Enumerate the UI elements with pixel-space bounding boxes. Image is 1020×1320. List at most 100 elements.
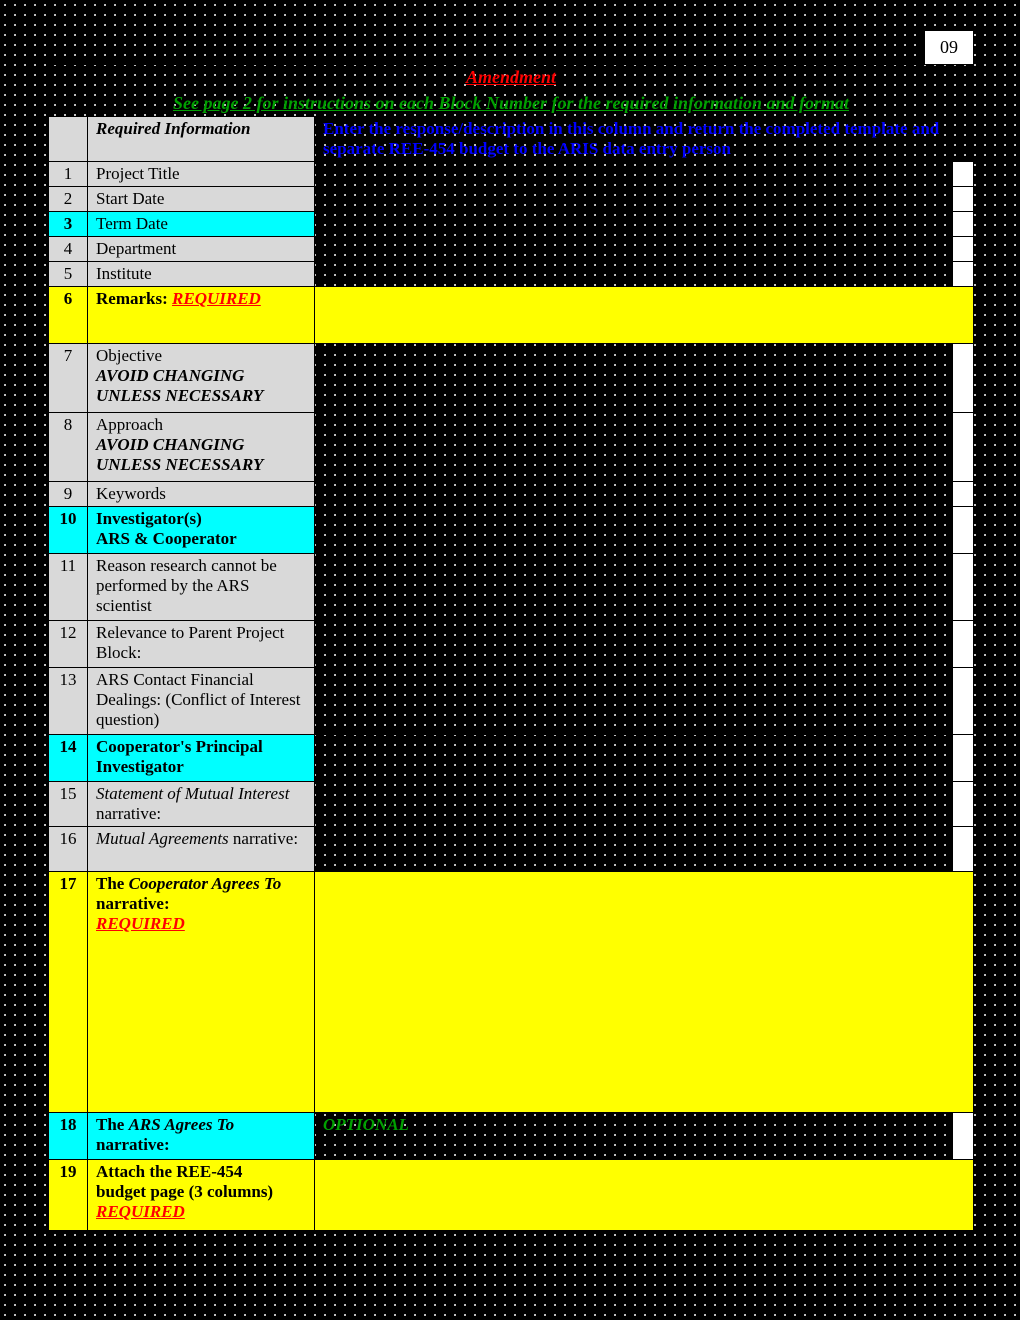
row-13: 13 ARS Contact Financial Dealings: (Conf… <box>49 668 973 735</box>
row-10-entry <box>315 507 952 553</box>
row-6: 6 Remarks: REQUIRED <box>49 287 973 344</box>
row-5-entry <box>315 262 952 286</box>
row-9: 9 Keywords <box>49 482 973 507</box>
row-5: 5 Institute <box>49 262 973 287</box>
row-4: 4 Department <box>49 237 973 262</box>
row-13-entry <box>315 668 952 734</box>
row-3-entry <box>315 212 952 236</box>
row-7-num: 7 <box>49 344 88 412</box>
row-11-num: 11 <box>49 554 88 620</box>
row-15: 15 Statement of Mutual Interest narrativ… <box>49 782 973 827</box>
row-14-l2: Investigator <box>96 757 184 776</box>
row-16-end <box>952 827 973 871</box>
row-13-end <box>952 668 973 734</box>
row-5-num: 5 <box>49 262 88 286</box>
row-16: 16 Mutual Agreements narrative: <box>49 827 973 872</box>
row-9-label: Keywords <box>88 482 315 506</box>
row-2-label: Start Date <box>88 187 315 211</box>
row-15-entry <box>315 782 952 826</box>
row-19-num: 19 <box>49 1160 88 1230</box>
row-17-num: 17 <box>49 872 88 1112</box>
row-7: 7 Objective AVOID CHANGING UNLESS NECESS… <box>49 344 973 413</box>
row-11-end <box>952 554 973 620</box>
row-19-entry <box>315 1160 973 1230</box>
row-7-note: AVOID CHANGING UNLESS NECESSARY <box>96 366 263 405</box>
row-2-end <box>952 187 973 211</box>
header-amendment: Amendment <box>49 65 973 91</box>
row-1-entry <box>315 162 952 186</box>
row-16-label: Mutual Agreements narrative: <box>88 827 315 871</box>
row-15-suffix: narrative: <box>96 804 161 823</box>
row-12-entry <box>315 621 952 667</box>
row-3-label: Term Date <box>88 212 315 236</box>
row-2-entry <box>315 187 952 211</box>
row-19: 19 Attach the REE-454 budget page (3 col… <box>49 1160 973 1231</box>
row-4-end <box>952 237 973 261</box>
row-12-num: 12 <box>49 621 88 667</box>
row-11: 11 Reason research cannot be performed b… <box>49 554 973 621</box>
header-row-1: 09 <box>49 31 973 65</box>
row-12-label: Relevance to Parent Project Block: <box>88 621 315 667</box>
row-18: 18 The ARS Agrees To narrative: OPTIONAL <box>49 1113 973 1160</box>
row-5-end <box>952 262 973 286</box>
row-18-optional: OPTIONAL <box>323 1115 409 1134</box>
row-8-end <box>952 413 973 481</box>
col-num-header <box>49 117 88 161</box>
row-3-end <box>952 212 973 236</box>
row-12-end <box>952 621 973 667</box>
row-17-label: The Cooperator Agrees To narrative: REQU… <box>88 872 315 1112</box>
row-9-end <box>952 482 973 506</box>
row-18-pre: The <box>96 1115 129 1134</box>
row-14-num: 14 <box>49 735 88 781</box>
row-6-num: 6 <box>49 287 88 343</box>
row-14-end <box>952 735 973 781</box>
row-7-entry <box>315 344 952 412</box>
header-blank <box>49 31 924 64</box>
row-15-italic: Statement of Mutual Interest <box>96 784 289 803</box>
row-15-num: 15 <box>49 782 88 826</box>
row-2: 2 Start Date <box>49 187 973 212</box>
row-3-num: 3 <box>49 212 88 236</box>
row-10: 10 Investigator(s) ARS & Cooperator <box>49 507 973 554</box>
row-4-label: Department <box>88 237 315 261</box>
row-1-num: 1 <box>49 162 88 186</box>
row-8-label: Approach AVOID CHANGING UNLESS NECESSARY <box>88 413 315 481</box>
row-8: 8 Approach AVOID CHANGING UNLESS NECESSA… <box>49 413 973 482</box>
row-19-label: Attach the REE-454 budget page (3 column… <box>88 1160 315 1230</box>
row-6-label: Remarks: REQUIRED <box>88 287 315 343</box>
row-6-entry <box>315 287 973 343</box>
column-headers: Required Information Enter the response/… <box>49 117 973 162</box>
row-10-label: Investigator(s) ARS & Cooperator <box>88 507 315 553</box>
row-18-entry: OPTIONAL <box>315 1113 952 1159</box>
row-17-suffix: narrative: <box>96 894 170 913</box>
header-instruction: See page 2 for instructions on each Bloc… <box>49 91 973 117</box>
header-number: 09 <box>924 31 973 64</box>
row-8-entry <box>315 413 952 481</box>
row-18-label: The ARS Agrees To narrative: <box>88 1113 315 1159</box>
row-18-num: 18 <box>49 1113 88 1159</box>
row-18-italic: ARS Agrees To <box>129 1115 235 1134</box>
row-1-end <box>952 162 973 186</box>
row-12: 12 Relevance to Parent Project Block: <box>49 621 973 668</box>
row-19-l2: budget page (3 columns) <box>96 1182 273 1201</box>
row-10-num: 10 <box>49 507 88 553</box>
row-19-l1: Attach the REE-454 <box>96 1162 242 1181</box>
row-7-end <box>952 344 973 412</box>
row-19-required: REQUIRED <box>96 1202 185 1221</box>
row-17: 17 The Cooperator Agrees To narrative: R… <box>49 872 973 1113</box>
row-11-label: Reason research cannot be performed by t… <box>88 554 315 620</box>
row-17-entry <box>315 872 973 1112</box>
row-9-num: 9 <box>49 482 88 506</box>
col-required-header: Required Information <box>88 117 315 161</box>
row-3: 3 Term Date <box>49 212 973 237</box>
col-entry-header: Enter the response/description in this c… <box>315 117 973 161</box>
row-18-suffix: narrative: <box>96 1135 170 1154</box>
row-14-l1: Cooperator's Principal <box>96 737 263 756</box>
row-2-num: 2 <box>49 187 88 211</box>
row-7-label: Objective AVOID CHANGING UNLESS NECESSAR… <box>88 344 315 412</box>
row-16-italic: Mutual Agreements <box>96 829 229 848</box>
row-15-end <box>952 782 973 826</box>
row-13-label: ARS Contact Financial Dealings: (Conflic… <box>88 668 315 734</box>
row-14-entry <box>315 735 952 781</box>
row-10-l2: ARS & Cooperator <box>96 529 237 548</box>
